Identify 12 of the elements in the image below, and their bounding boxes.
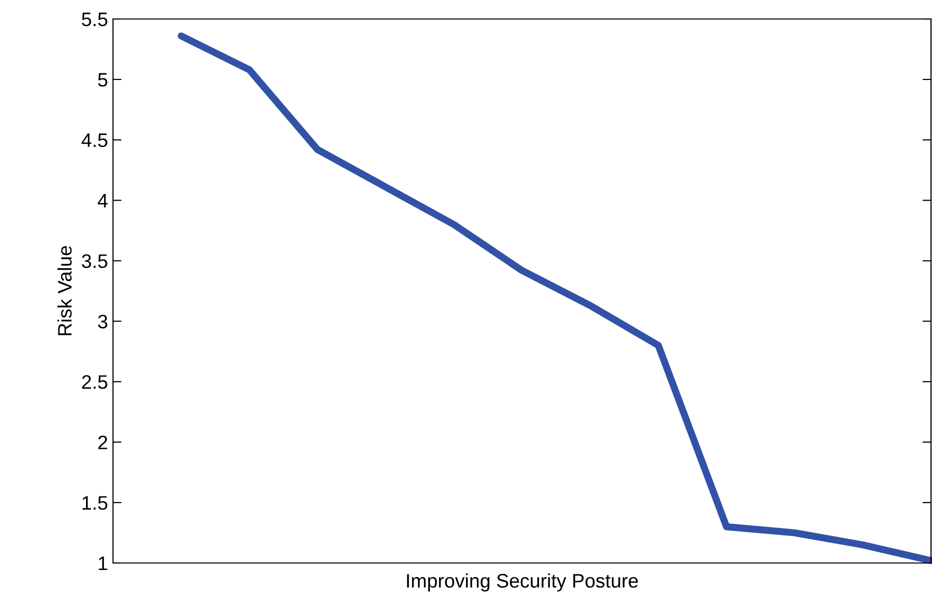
y-tick-label: 3.5 — [82, 254, 108, 268]
x-axis-title: Improving Security Posture — [407, 573, 638, 592]
y-tick-label: 3 — [98, 314, 108, 328]
y-tick-label: 1 — [98, 556, 108, 570]
y-tick-label: 5 — [98, 73, 108, 87]
y-tick-label: 2.5 — [82, 375, 108, 389]
y-tick-label: 1.5 — [82, 496, 108, 510]
y-axis-title: Risk Value — [57, 246, 72, 336]
y-tick-label: 4.5 — [82, 134, 108, 148]
y-tick-label: 2 — [98, 436, 108, 450]
y-tick-label: 4 — [98, 194, 108, 208]
y-tick-label: 5.5 — [82, 12, 108, 26]
